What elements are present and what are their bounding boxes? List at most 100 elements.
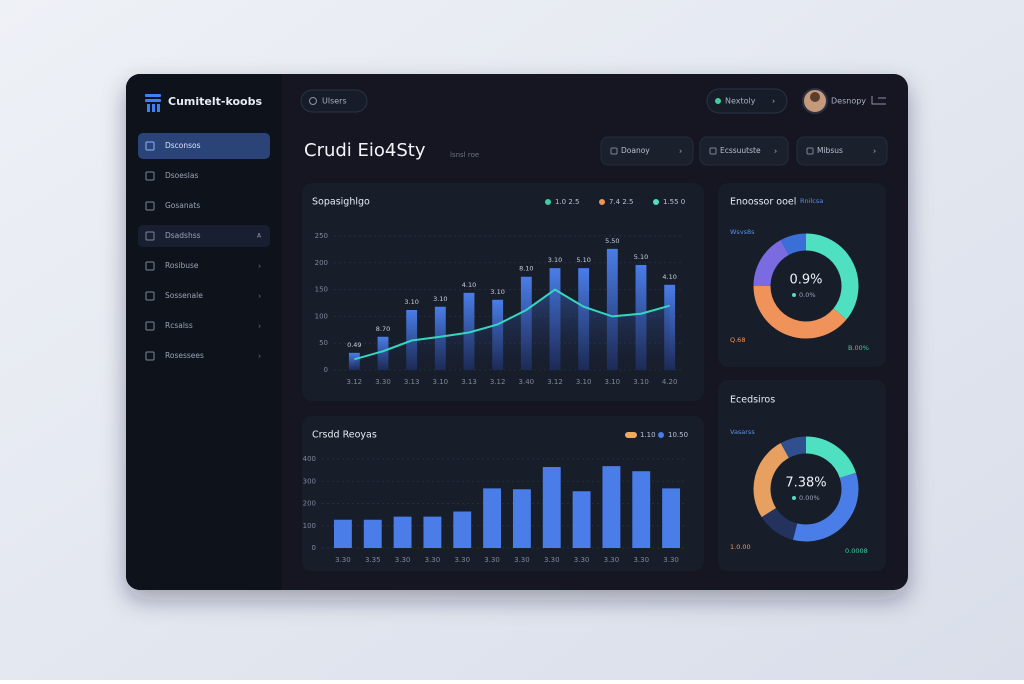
dropdowns: Doanoy › Ecssuutste › Mibsus › [600,136,888,166]
donut-sub: 0.00% [799,494,820,502]
nav-label[interactable]: Dsoeslas [165,171,198,180]
legend-swatch [625,432,637,438]
nav-label[interactable]: Dsconsos [165,141,201,150]
panel-subtitle: Rnilcsa [800,197,823,205]
nav-label[interactable]: Rosibuse [165,261,199,270]
nav-label[interactable]: Dsadshss [165,231,201,240]
panel-title: Ecedsiros [730,395,775,406]
x-tick-label: 3.40 [519,378,535,386]
charts: Sopasighlgo 0 50 100 150 200 250 3.12 3.30 3.13 3.… [303,197,869,565]
annotation: 3.10 [490,288,504,296]
bar [602,466,621,548]
nav-icon [145,201,155,211]
annotation: Vasarss [730,428,755,436]
bar [423,516,442,548]
line [354,288,670,361]
y-tick-label: 150 [315,286,328,294]
nav-hover [138,225,270,247]
nav-icon [145,261,155,271]
nav-label[interactable]: Rosessees [165,351,204,360]
bar [348,352,360,370]
bar [453,511,472,548]
legend-swatch [653,199,659,205]
x-tick-label: 3.12 [547,378,563,386]
donut-center-dot [792,496,796,500]
panel-title: Sopasighlgo [312,197,370,208]
x-tick-label: 3.30 [544,556,560,564]
y-tick-label: 250 [315,232,328,240]
menu-icon[interactable] [871,96,886,105]
search-text: Ulsers [322,97,347,106]
annotation: 5.50 [605,237,619,245]
x-tick-label: 3.13 [461,378,477,386]
nav-chevron: › [258,292,261,301]
annotation: Q.68 [730,336,745,344]
legend-label: 1.10 [640,431,656,439]
nav-icon [145,321,155,331]
legend-swatch [599,199,605,205]
x-tick-label: 3.30 [633,556,649,564]
panel-title: Crsdd Reoyas [312,430,377,441]
x-tick-label: 3.30 [484,556,500,564]
dropdown-chevron: › [873,147,876,156]
annotation: 3.10 [548,256,562,264]
x-tick-label: 3.10 [605,378,621,386]
x-tick-label: 3.13 [404,378,420,386]
legend-swatch [545,199,551,205]
logo-icon [145,94,161,112]
nav-chevron: › [258,352,261,361]
nav-badge: A [257,233,262,240]
x-tick-label: 3.10 [433,378,449,386]
bar [463,292,475,370]
donut-segment [753,239,790,287]
bar [512,489,531,548]
bar [572,491,591,548]
x-tick-label: 3.30 [574,556,590,564]
x-tick-label: 4.20 [662,378,678,386]
donut-segment [805,233,859,320]
annotation: 8.70 [376,325,390,333]
filter-pill[interactable] [706,88,788,114]
y-tick-label: 100 [303,522,316,530]
x-tick-label: 3.30 [663,556,679,564]
logo-text: Cumitelt-koobs [168,95,262,108]
annotation: 5.10 [576,256,590,264]
donut-segment [761,507,798,540]
nav-chevron: › [258,322,261,331]
nav-icon [145,171,155,181]
x-tick-label: 3.30 [375,378,391,386]
y-tick-label: 0 [324,366,328,374]
annotation: Wsvs8s [730,228,755,236]
y-tick-label: 300 [303,477,316,485]
x-tick-label: 3.35 [365,556,381,564]
search-icon [309,97,317,105]
search-box[interactable] [300,89,368,113]
dropdown[interactable] [796,136,888,166]
bar [393,516,412,548]
annotation: 5.10 [634,253,648,261]
dropdown-label: Ecssuutste [720,146,761,155]
dropdown-chevron: › [774,147,777,156]
annotation: 4.10 [462,281,476,289]
dropdown-icon [610,147,618,155]
nav-icon [145,231,155,241]
annotation: 0.49 [347,341,361,349]
legend-label: 1.55 0 [663,198,685,206]
donut-segment [805,436,856,479]
y-tick-label: 0 [312,544,316,552]
nav-label[interactable]: Sossenale [165,291,203,300]
donut-segment [780,436,807,459]
nav: Dsconsos Dsoeslas Gosanats Dsadshss Rosibuse… [138,133,270,361]
dropdown[interactable] [699,136,789,166]
donut-segment [753,442,790,518]
annotation: 8.10 [519,265,533,273]
dropdown[interactable] [600,136,694,166]
bar [363,519,382,548]
x-tick-label: 3.30 [514,556,530,564]
dropdown-label: Mibsus [817,146,843,155]
nav-label[interactable]: Rcsalss [165,321,193,330]
sidebar [126,74,282,590]
x-tick-label: 3.10 [633,378,649,386]
bar [632,471,651,548]
nav-label[interactable]: Gosanats [165,201,200,210]
